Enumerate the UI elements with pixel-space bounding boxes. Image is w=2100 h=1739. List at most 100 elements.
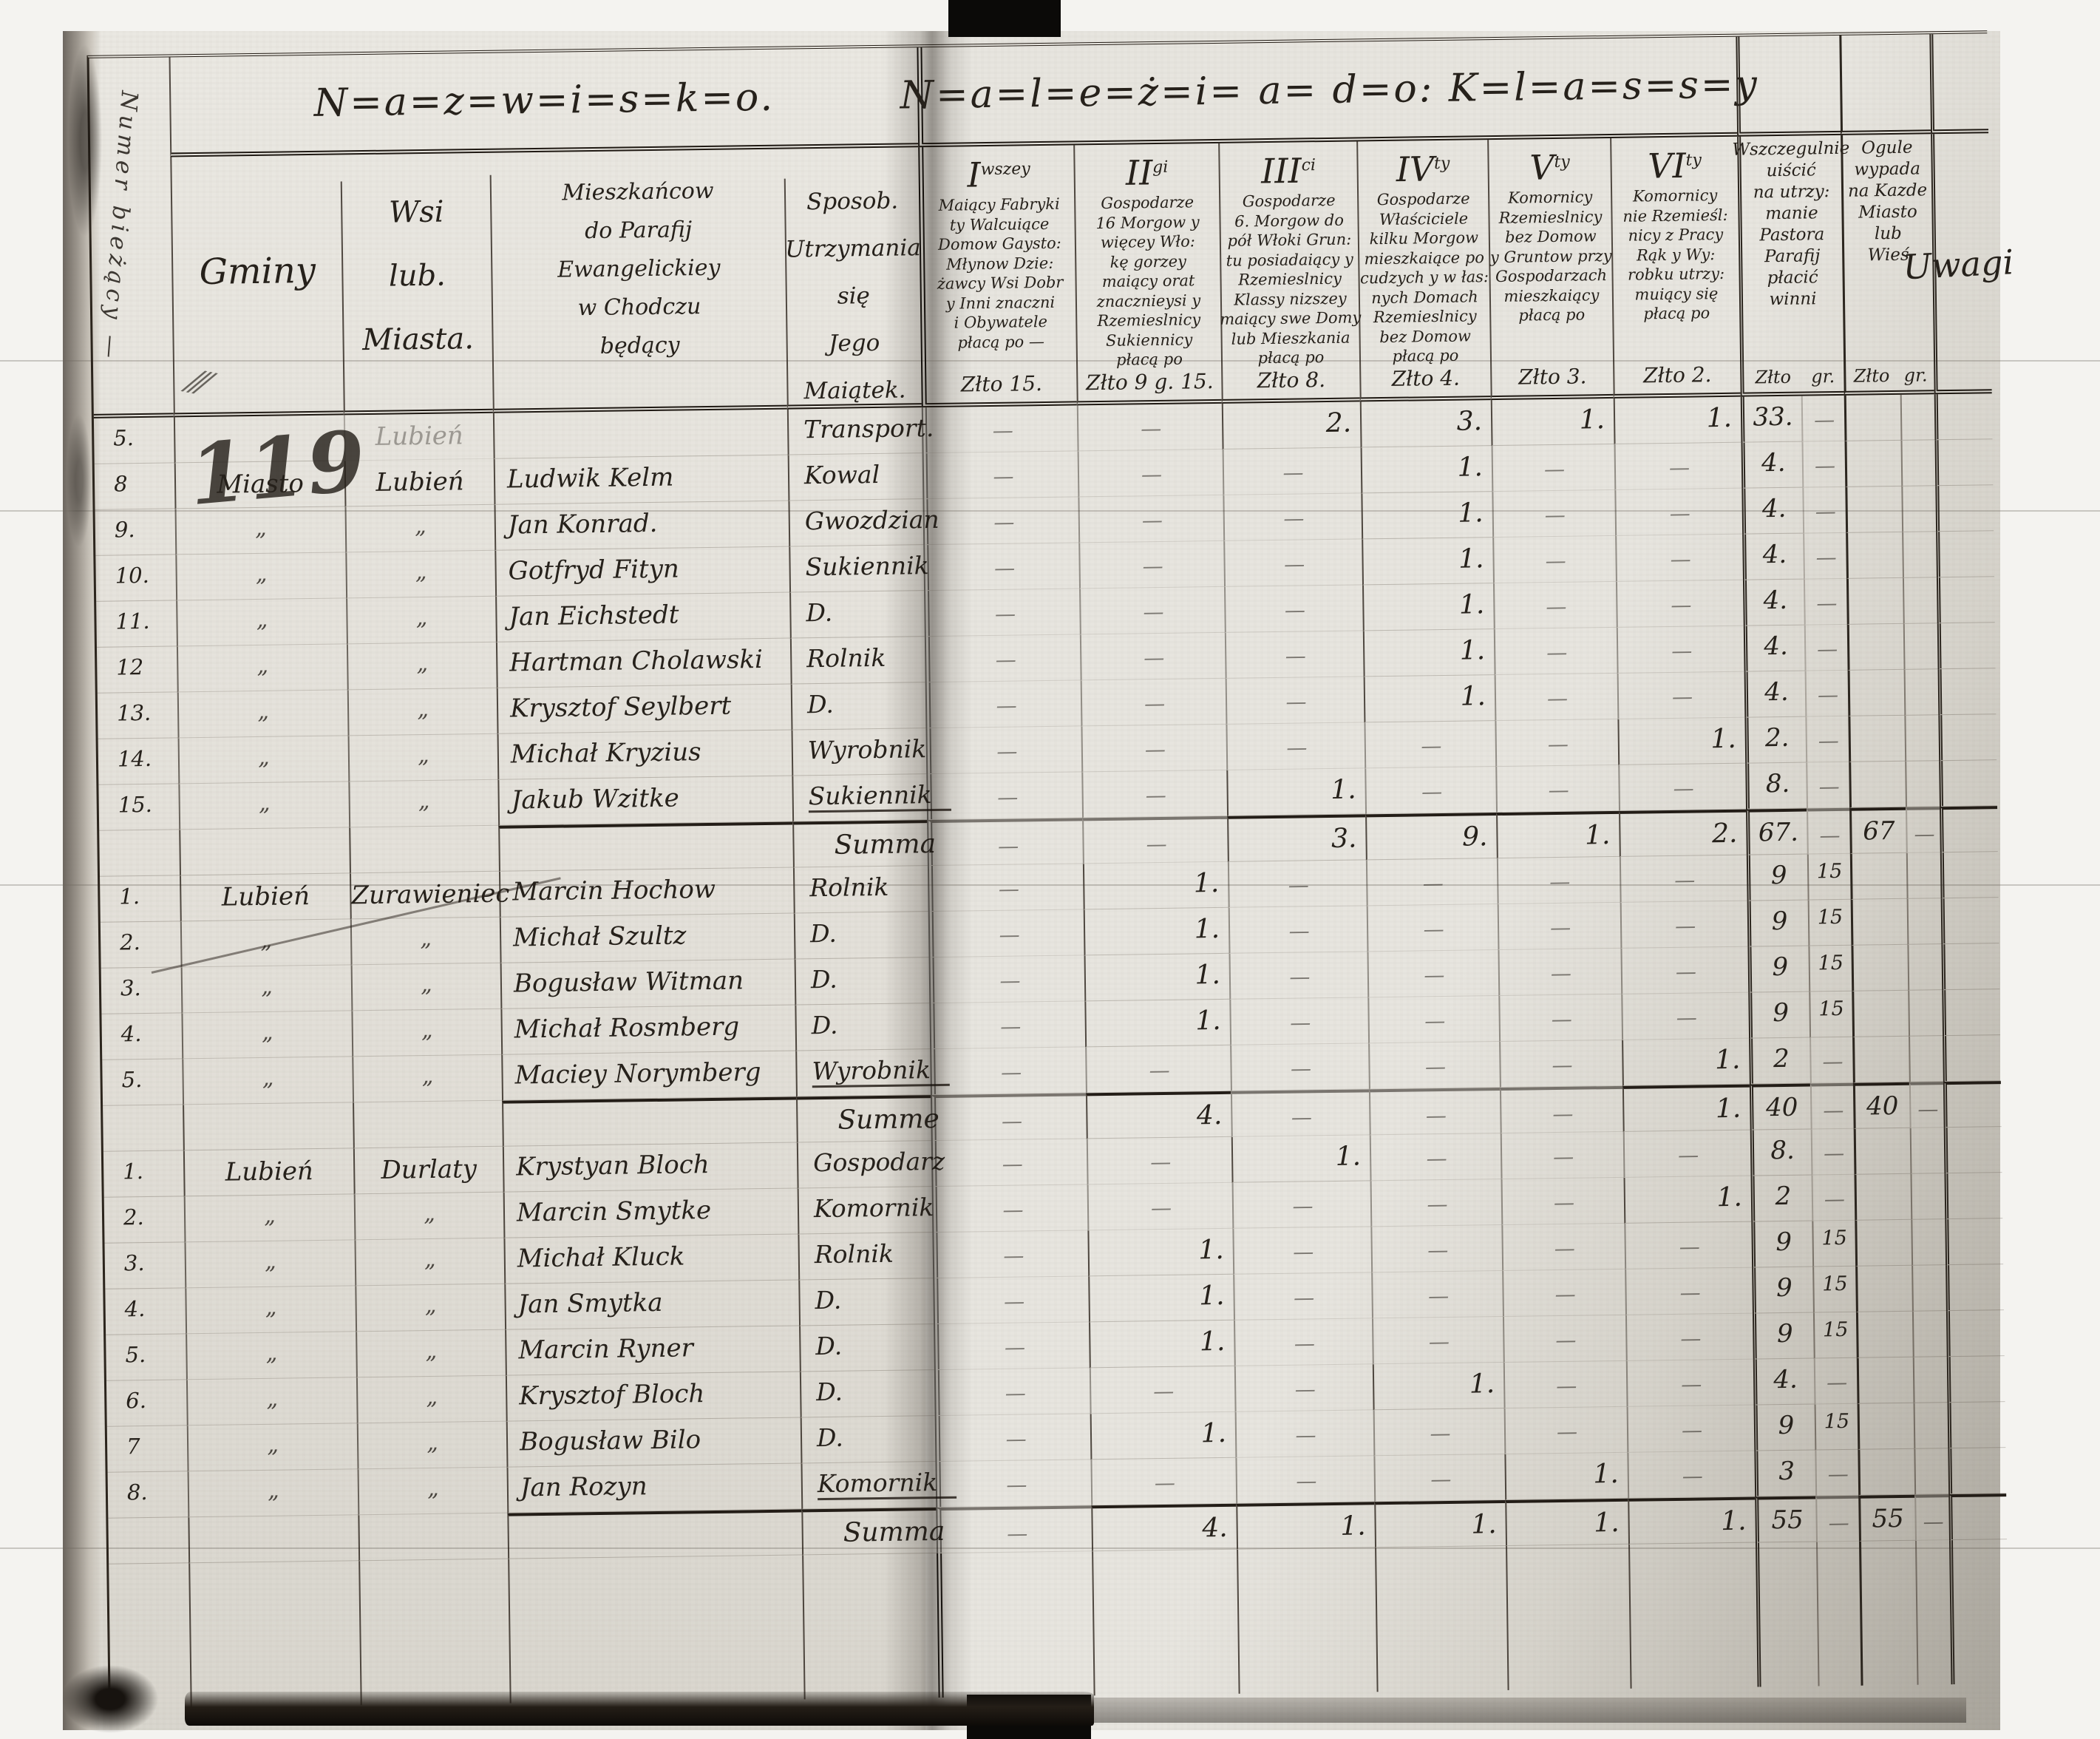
class-i-count: —	[924, 634, 1081, 683]
class-description-line: pół Włoki Grun:	[1227, 230, 1352, 251]
class-iv-count: —	[1368, 1042, 1500, 1090]
wies: „	[356, 1329, 506, 1378]
gmina-filler	[188, 1561, 361, 1708]
gmina: „	[186, 1377, 357, 1426]
pastor-grosze: —	[1804, 670, 1849, 717]
ogol-zloty	[1856, 1357, 1914, 1404]
class-ii-count: 1.	[1090, 1411, 1236, 1460]
wies: „	[356, 1375, 506, 1424]
right-page-title: N=a=l=e=ż=i= a= d=o: K=l=a=s=s=y	[900, 36, 1759, 148]
pastor-zloty: 33.	[1740, 396, 1802, 443]
class-iv-count: 1.	[1374, 1499, 1506, 1548]
class-iv-count: 1.	[1362, 538, 1493, 586]
class-ii-count: —	[1090, 1457, 1237, 1506]
class-v-count: —	[1499, 1085, 1623, 1134]
ogol-zloty	[1850, 898, 1908, 946]
class-iv-count: —	[1370, 1225, 1503, 1273]
uwagi-cell	[1936, 577, 1995, 624]
class-iv-count: —	[1370, 1179, 1502, 1227]
occupation: Kowal	[787, 453, 923, 501]
pastor-zloty: 3	[1754, 1450, 1816, 1497]
uwagi-label: Uwagi	[1901, 242, 2014, 288]
pastor-grosze: 15	[1812, 1220, 1856, 1267]
left-page-title: N=a=z=w=i=s=k=o.	[169, 47, 919, 157]
occupation: Transport.	[786, 407, 934, 455]
occupation: D.	[798, 1278, 934, 1326]
pastor-grosze: —	[1811, 1174, 1855, 1221]
class-vi-count: —	[1625, 1267, 1753, 1315]
ogol-grosze	[1909, 1036, 1943, 1082]
occupation: Sukiennik	[792, 774, 951, 822]
ogol-grosze	[1907, 944, 1943, 991]
class-description-line: 16 Morgow y	[1095, 213, 1200, 232]
class-iii-count: —	[1234, 1318, 1373, 1366]
class-iii-count: —	[1230, 1043, 1369, 1091]
occupation: D.	[795, 1003, 931, 1051]
ogol-zloty: 67	[1849, 807, 1906, 854]
gmina: „	[185, 1286, 356, 1335]
class-iv-count: 1.	[1360, 446, 1492, 494]
class-ii-count: 1.	[1089, 1320, 1234, 1369]
class-i-count: —	[935, 1460, 1092, 1508]
class-i-count: —	[923, 543, 1080, 591]
pastor-grosze: 15	[1808, 945, 1852, 992]
class-v-count: —	[1492, 581, 1617, 630]
row-number	[99, 830, 180, 877]
class-i-count: —	[925, 680, 1081, 729]
class-iv-count: —	[1367, 950, 1499, 998]
uwagi-cell-filler	[1948, 1539, 2009, 1685]
class-iv-count: —	[1373, 1408, 1505, 1457]
class-v-count: —	[1495, 719, 1619, 767]
class-i-count: —	[932, 1230, 1089, 1279]
occupation: Komornik	[797, 1187, 934, 1235]
class-v-count: —	[1498, 948, 1622, 997]
class-iv-count: —	[1365, 858, 1498, 906]
column-header-class-v: Vty Komornicy Rzemieslnicy bez Domow y Grunt…	[1487, 138, 1614, 401]
ogol-grosze	[1906, 898, 1942, 945]
class-iii-count: 2.	[1221, 401, 1361, 450]
pastor-zloty: 4.	[1753, 1358, 1815, 1406]
mieszkaniec-name-filler	[508, 1555, 804, 1704]
class-iv-count: 1.	[1362, 629, 1495, 677]
class-description: Komornicy nie Rzemieśl: nicy z Pracy Rąk y …	[1622, 186, 1730, 324]
wies: „	[346, 596, 496, 645]
class-vi-count: —	[1625, 1359, 1754, 1407]
pastor-grosze: —	[1803, 578, 1847, 626]
mieszkaniec-name: Marcin Hochow	[498, 867, 794, 918]
class-iv-count: —	[1368, 1088, 1501, 1136]
class-i-count: —	[924, 589, 1080, 637]
class-description-line: nych Domach	[1370, 288, 1478, 308]
uwagi-cell	[1940, 898, 1999, 945]
class-iii-count: —	[1223, 493, 1362, 541]
uwagi-cell	[1942, 989, 2001, 1037]
occupation: Wyrobnik	[795, 1049, 951, 1097]
class-description-line: Gospodarze	[1376, 189, 1470, 209]
class-vi-count: —	[1614, 488, 1743, 536]
class-v-count: —	[1496, 856, 1620, 905]
gmina: „	[183, 1194, 355, 1243]
row-number: 6.	[106, 1380, 187, 1427]
ogol-grosze	[1909, 1128, 1945, 1174]
scan-streak	[0, 360, 2100, 362]
wies: „	[357, 1467, 508, 1516]
row-number: 12	[96, 646, 177, 694]
paper-texture	[63, 31, 2000, 1730]
mieszkaniec-name	[502, 1096, 797, 1147]
class-iii-count: —	[1227, 860, 1367, 908]
numer-biezacy-label: Numer bieżący —	[95, 89, 143, 364]
header-line: uiścić	[1766, 160, 1816, 181]
column-header-pastor-payment: Wszczegulnie uiścić na utrzy: manie Pastora P…	[1732, 135, 1849, 397]
wies: „	[352, 1054, 503, 1103]
occupation: Gwozdzian	[788, 499, 939, 547]
class-description: Gospodarze 6. Morgow do pół Włoki Grun: tu …	[1218, 191, 1362, 369]
uwagi-cell	[1936, 531, 1994, 578]
class-vi-count: 1.	[1628, 1496, 1756, 1545]
class-i-count: —	[934, 1414, 1091, 1462]
pastor-grosze: —	[1801, 441, 1846, 488]
class-description-line: y Gruntow przy	[1489, 246, 1612, 266]
class-v-count: —	[1503, 1360, 1627, 1409]
pastor-grosze: 15	[1814, 1403, 1858, 1451]
class-ii-count: —	[1085, 1045, 1231, 1094]
class-v-count: —	[1498, 994, 1622, 1043]
class-vi-count: —	[1627, 1451, 1756, 1499]
